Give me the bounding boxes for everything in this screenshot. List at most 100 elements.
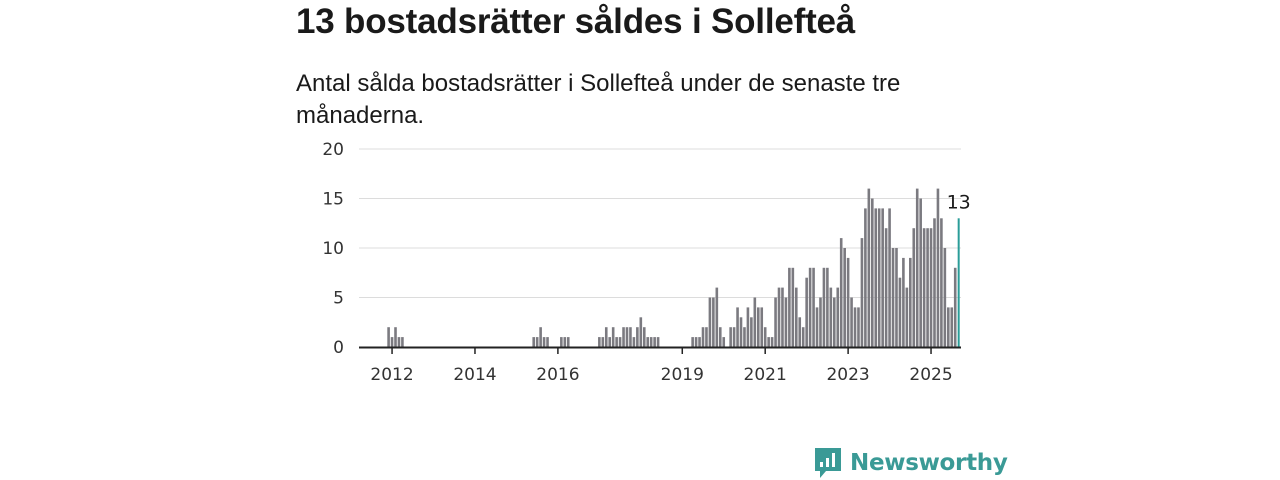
bar bbox=[756, 307, 760, 347]
x-tick-label: 2025 bbox=[909, 365, 952, 385]
bar bbox=[926, 228, 929, 347]
bar bbox=[902, 257, 905, 347]
bar bbox=[874, 208, 878, 347]
bar-chart: 0 5 10 15 20 2012 2014 2016 2019 2021 2023 2025 13 bbox=[322, 140, 970, 385]
newsworthy-brand[interactable]: Newsworthy bbox=[814, 446, 1008, 480]
bar bbox=[864, 208, 867, 347]
y-tick-label: 0 bbox=[333, 338, 344, 358]
bar bbox=[598, 337, 601, 347]
bar bbox=[753, 297, 757, 347]
bar bbox=[632, 337, 636, 347]
bar bbox=[933, 218, 936, 347]
bar bbox=[629, 327, 632, 347]
bar bbox=[909, 257, 912, 347]
bar bbox=[767, 337, 770, 347]
bar bbox=[953, 267, 957, 347]
bar bbox=[722, 337, 726, 347]
y-axis-ticks: 0 5 10 15 20 bbox=[322, 140, 344, 358]
bar bbox=[774, 297, 777, 347]
bar bbox=[915, 188, 919, 347]
bar bbox=[532, 337, 536, 347]
bar bbox=[708, 297, 712, 347]
newsworthy-logo-icon bbox=[815, 448, 841, 478]
bar bbox=[601, 337, 605, 347]
x-tick-label: 2014 bbox=[453, 365, 496, 385]
bar bbox=[839, 238, 843, 347]
bar bbox=[898, 277, 902, 347]
bar bbox=[770, 337, 774, 347]
bar bbox=[815, 307, 819, 347]
bar bbox=[712, 297, 715, 347]
bar bbox=[936, 188, 940, 347]
bar bbox=[698, 337, 701, 347]
bar bbox=[390, 337, 394, 347]
bar bbox=[877, 208, 881, 347]
bar bbox=[394, 327, 397, 347]
bar bbox=[397, 337, 401, 347]
bar bbox=[539, 327, 542, 347]
bar bbox=[729, 327, 732, 347]
bar bbox=[401, 337, 404, 347]
bar bbox=[812, 267, 815, 347]
bar bbox=[777, 287, 781, 347]
y-tick-label: 5 bbox=[333, 289, 344, 309]
bar bbox=[743, 327, 746, 347]
bar bbox=[566, 337, 570, 347]
bar bbox=[791, 267, 795, 347]
bar bbox=[705, 327, 708, 347]
x-axis-ticks: 2012 2014 2016 2019 2021 2023 2025 bbox=[370, 348, 953, 385]
bar bbox=[701, 327, 705, 347]
grid-lines bbox=[359, 148, 961, 298]
bar bbox=[850, 297, 853, 347]
brand-name: Newsworthy bbox=[850, 450, 1008, 476]
bar bbox=[888, 208, 891, 347]
bar bbox=[922, 228, 926, 347]
bar bbox=[822, 267, 826, 347]
bar bbox=[622, 327, 625, 347]
bar bbox=[881, 208, 884, 347]
bar bbox=[950, 307, 954, 347]
chart-title: 13 bostadsrätter såldes i Sollefteå bbox=[296, 2, 856, 41]
bar bbox=[642, 327, 646, 347]
bar bbox=[604, 327, 608, 347]
x-tick-label: 2023 bbox=[826, 365, 869, 385]
bar bbox=[808, 267, 812, 347]
bar bbox=[860, 238, 864, 347]
bar bbox=[760, 307, 764, 347]
bar bbox=[387, 327, 390, 347]
bar bbox=[905, 287, 909, 347]
bar bbox=[636, 327, 639, 347]
bar bbox=[871, 198, 874, 347]
bar bbox=[929, 228, 933, 347]
bar bbox=[560, 337, 563, 347]
bar bbox=[691, 337, 694, 347]
bar bbox=[798, 317, 802, 347]
bar bbox=[832, 297, 836, 347]
bars bbox=[387, 188, 960, 347]
bar bbox=[694, 337, 698, 347]
bar bbox=[794, 287, 798, 347]
bar bbox=[784, 297, 788, 347]
bar bbox=[736, 307, 739, 347]
bar bbox=[542, 337, 546, 347]
bar bbox=[943, 248, 947, 347]
bar bbox=[919, 198, 922, 347]
bar bbox=[535, 337, 539, 347]
bar bbox=[857, 307, 860, 347]
bar bbox=[608, 337, 612, 347]
bar bbox=[739, 317, 743, 347]
bar bbox=[912, 228, 916, 347]
bar bbox=[546, 337, 549, 347]
bar bbox=[625, 327, 629, 347]
bar bbox=[836, 287, 840, 347]
highlight-bar bbox=[957, 218, 960, 347]
bar bbox=[846, 257, 850, 347]
bar bbox=[781, 287, 784, 347]
bar bbox=[895, 248, 898, 347]
bar bbox=[750, 317, 753, 347]
bar bbox=[788, 267, 791, 347]
bar bbox=[615, 337, 618, 347]
bar bbox=[947, 307, 950, 347]
bar bbox=[763, 327, 767, 347]
bar bbox=[801, 327, 805, 347]
